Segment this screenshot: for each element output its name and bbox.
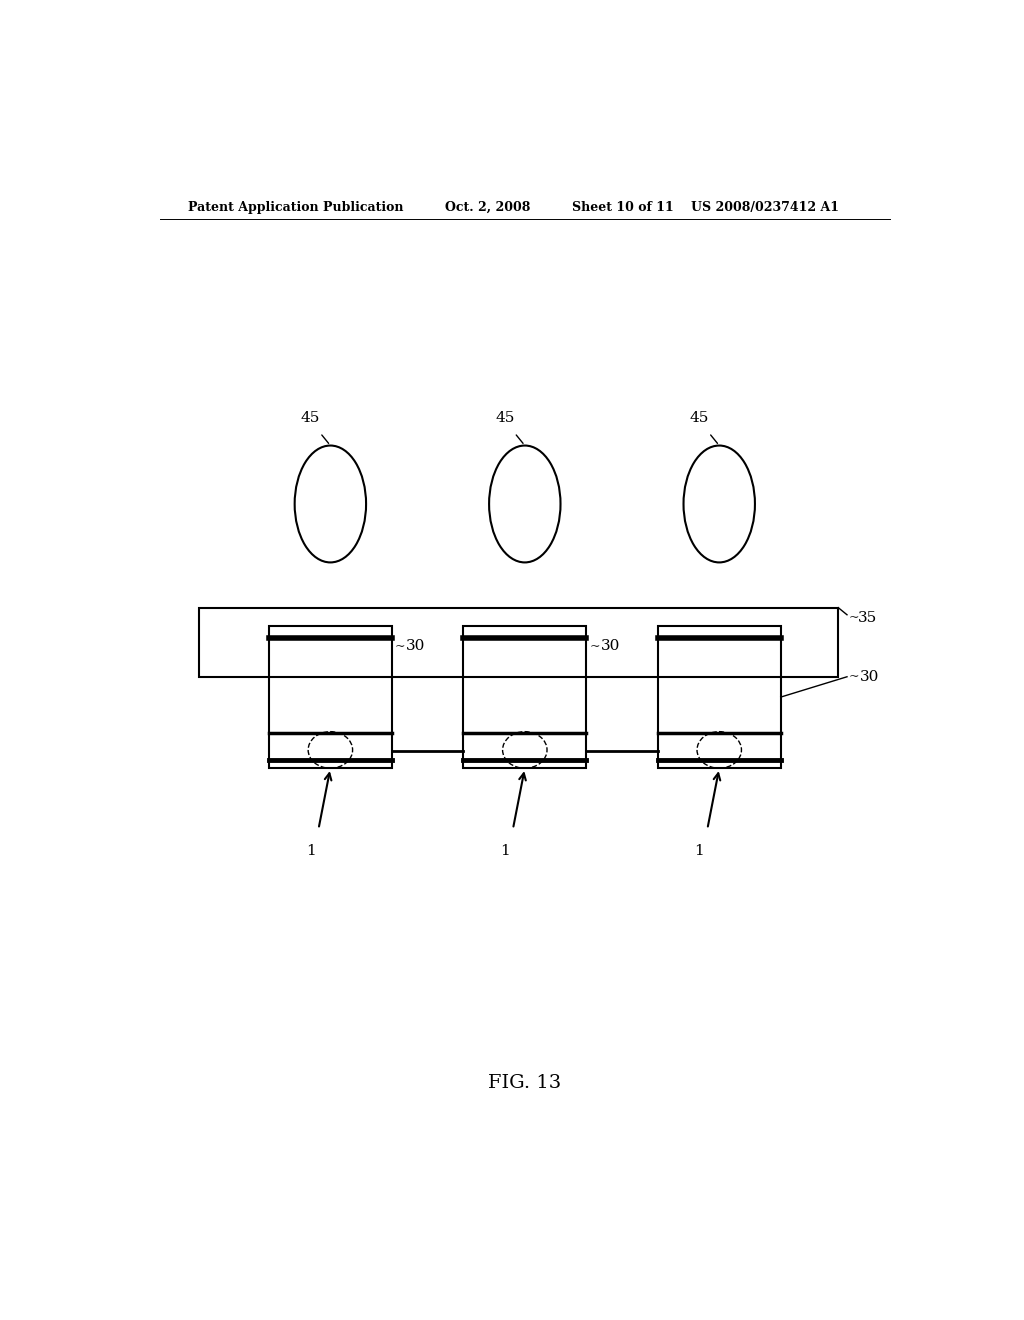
Text: 45: 45 — [690, 411, 709, 425]
Text: Sheet 10 of 11: Sheet 10 of 11 — [572, 201, 674, 214]
Text: ~: ~ — [849, 671, 859, 684]
Text: Patent Application Publication: Patent Application Publication — [187, 201, 403, 214]
Text: US 2008/0237412 A1: US 2008/0237412 A1 — [691, 201, 840, 214]
Text: Oct. 2, 2008: Oct. 2, 2008 — [445, 201, 530, 214]
Bar — [463, 626, 587, 768]
Text: 1: 1 — [500, 845, 510, 858]
Text: 45: 45 — [301, 411, 321, 425]
Text: 1: 1 — [694, 845, 705, 858]
Bar — [657, 626, 780, 768]
Text: FIG. 13: FIG. 13 — [488, 1074, 561, 1093]
Bar — [200, 607, 839, 677]
Text: ~: ~ — [590, 640, 600, 653]
Text: 30: 30 — [601, 639, 620, 653]
Text: 30: 30 — [860, 669, 879, 684]
Bar — [269, 626, 392, 768]
Text: 35: 35 — [858, 611, 878, 624]
Text: 1: 1 — [305, 845, 315, 858]
Text: 45: 45 — [496, 411, 515, 425]
Text: 30: 30 — [407, 639, 426, 653]
Text: ~: ~ — [849, 611, 859, 624]
Text: ~: ~ — [395, 640, 406, 653]
